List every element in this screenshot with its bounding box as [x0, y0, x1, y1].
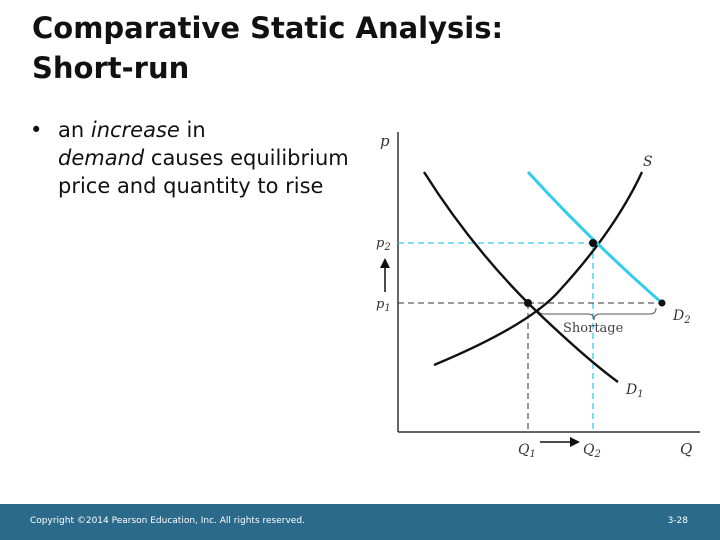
demand1-label: D1 — [625, 382, 644, 400]
q2-label: Q2 — [583, 442, 601, 460]
shortage-end-point — [658, 299, 666, 307]
price-increase-arrow-head — [380, 258, 390, 268]
bullet-marker: • — [30, 118, 43, 142]
p2-label: p2 — [376, 236, 391, 253]
bullet-text: an increase in demand causes equilibrium … — [58, 116, 350, 200]
y-axis-label: p — [380, 132, 390, 150]
x-axis-label: Q — [680, 440, 692, 458]
bullet-point: • an increase in demand causes equilibriu… — [30, 116, 350, 200]
bullet-prefix: an — [58, 118, 91, 142]
demand2-subscript: 2 — [683, 315, 690, 326]
demand1-subscript: 1 — [637, 389, 643, 400]
q2-subscript: 2 — [593, 449, 600, 460]
copyright-text: Copyright ©2014 Pearson Education, Inc. … — [30, 516, 305, 526]
p1-subscript: 1 — [384, 303, 390, 314]
demand1-letter: D — [625, 382, 637, 398]
bullet-emph-demand: demand — [58, 146, 145, 170]
q1-subscript: 1 — [529, 449, 535, 460]
slide-title: Comparative Static Analysis: Short-run — [32, 8, 692, 88]
bullet-suffix: causes equilibrium price and quantity to… — [58, 146, 349, 198]
supply-demand-diagram: p Q Shortage S D2 D1 p2 p1 Q1 Q2 — [376, 132, 700, 460]
q2-letter: Q — [583, 442, 595, 458]
demand-curve-d1 — [422, 171, 619, 383]
bullet-mid: in — [179, 118, 206, 142]
q1-letter: Q — [518, 442, 530, 458]
q1-label: Q1 — [518, 442, 536, 460]
demand2-letter: D — [672, 308, 684, 324]
shortage-label: Shortage — [563, 321, 624, 336]
page-number: 3-28 — [667, 516, 688, 526]
supply-curve — [433, 171, 644, 367]
p2-letter: p — [376, 236, 385, 251]
slide-title-line1: Comparative Static Analysis: — [32, 11, 504, 45]
shortage-bracket — [537, 307, 657, 321]
demand-curve-d2 — [526, 170, 663, 305]
demand2-label: D2 — [672, 308, 691, 326]
quantity-increase-arrow-head — [570, 437, 580, 447]
equilibrium-point-1 — [524, 299, 532, 307]
p1-letter: p — [376, 297, 385, 312]
p2-subscript: 2 — [383, 242, 390, 253]
bullet-emph-increase: increase — [90, 118, 180, 142]
p1-label: p1 — [376, 297, 391, 314]
supply-label: S — [643, 154, 653, 170]
footer-bar: Copyright ©2014 Pearson Education, Inc. … — [0, 504, 720, 540]
slide-title-line2: Short-run — [32, 51, 190, 85]
equilibrium-point-2 — [589, 239, 597, 247]
